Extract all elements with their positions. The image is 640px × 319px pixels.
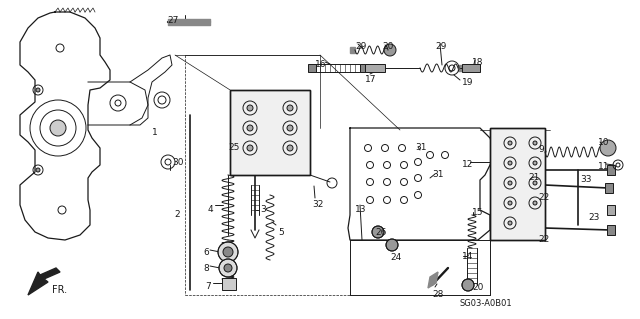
Text: 24: 24 (390, 253, 401, 262)
Text: 7: 7 (205, 282, 211, 291)
Text: 3: 3 (260, 205, 266, 214)
Circle shape (508, 221, 512, 225)
Text: 11: 11 (598, 162, 609, 171)
Text: 6: 6 (203, 248, 209, 257)
Bar (230, 90, 310, 175)
Text: 12: 12 (462, 160, 474, 169)
Bar (607, 165, 615, 175)
Bar (490, 128, 545, 240)
Circle shape (533, 201, 537, 205)
Circle shape (386, 239, 398, 251)
Text: 1: 1 (152, 128, 158, 137)
Bar (222, 278, 236, 290)
Polygon shape (28, 268, 60, 295)
Circle shape (287, 105, 293, 111)
Text: SG03-A0B01: SG03-A0B01 (460, 299, 513, 308)
Circle shape (287, 125, 293, 131)
Text: 32: 32 (312, 200, 323, 209)
Bar (607, 225, 615, 235)
Text: 5: 5 (278, 228, 284, 237)
Circle shape (600, 140, 616, 156)
Circle shape (224, 264, 232, 272)
Text: 31: 31 (432, 170, 444, 179)
Circle shape (247, 125, 253, 131)
Circle shape (533, 181, 537, 185)
Circle shape (372, 226, 384, 238)
Circle shape (218, 242, 238, 262)
Circle shape (36, 88, 40, 92)
Text: 14: 14 (462, 252, 474, 261)
Text: 26: 26 (375, 228, 387, 237)
Bar (365, 64, 385, 72)
Circle shape (287, 145, 293, 151)
Text: 29: 29 (435, 42, 446, 51)
Text: 27: 27 (167, 16, 179, 25)
Bar (605, 183, 613, 193)
Bar (230, 90, 310, 175)
Text: 15: 15 (472, 208, 483, 217)
Circle shape (247, 105, 253, 111)
Text: 23: 23 (588, 213, 600, 222)
Text: 20: 20 (382, 42, 394, 51)
Text: 22: 22 (538, 193, 549, 202)
Text: 4: 4 (208, 205, 214, 214)
Circle shape (36, 168, 40, 172)
Circle shape (533, 141, 537, 145)
Circle shape (508, 141, 512, 145)
Text: 10: 10 (598, 138, 609, 147)
Text: 30: 30 (172, 158, 184, 167)
Circle shape (533, 161, 537, 165)
Text: 28: 28 (432, 290, 444, 299)
Bar (490, 128, 545, 240)
Circle shape (384, 44, 396, 56)
Polygon shape (458, 65, 463, 71)
Circle shape (508, 161, 512, 165)
Circle shape (223, 247, 233, 257)
Bar (360, 64, 368, 72)
Text: 33: 33 (580, 175, 591, 184)
Text: 29: 29 (355, 42, 366, 51)
Text: 20: 20 (472, 283, 483, 292)
Circle shape (508, 181, 512, 185)
Text: 13: 13 (355, 205, 367, 214)
Polygon shape (428, 272, 438, 288)
Circle shape (50, 120, 66, 136)
Text: 25: 25 (228, 143, 239, 152)
Text: 21: 21 (528, 173, 540, 182)
Text: 17: 17 (365, 75, 376, 84)
Bar (607, 205, 615, 215)
Text: 8: 8 (203, 264, 209, 273)
Text: 16: 16 (315, 60, 326, 69)
Circle shape (462, 279, 474, 291)
Circle shape (247, 145, 253, 151)
Bar (308, 64, 316, 72)
Circle shape (219, 259, 237, 277)
Polygon shape (350, 47, 355, 53)
Text: 19: 19 (462, 78, 474, 87)
Text: 22: 22 (538, 235, 549, 244)
Circle shape (508, 201, 512, 205)
Bar (462, 64, 480, 72)
Text: FR.: FR. (52, 285, 67, 295)
Text: 31: 31 (415, 143, 426, 152)
Text: 18: 18 (472, 58, 483, 67)
Text: 9: 9 (538, 145, 544, 154)
Text: 2: 2 (174, 210, 180, 219)
